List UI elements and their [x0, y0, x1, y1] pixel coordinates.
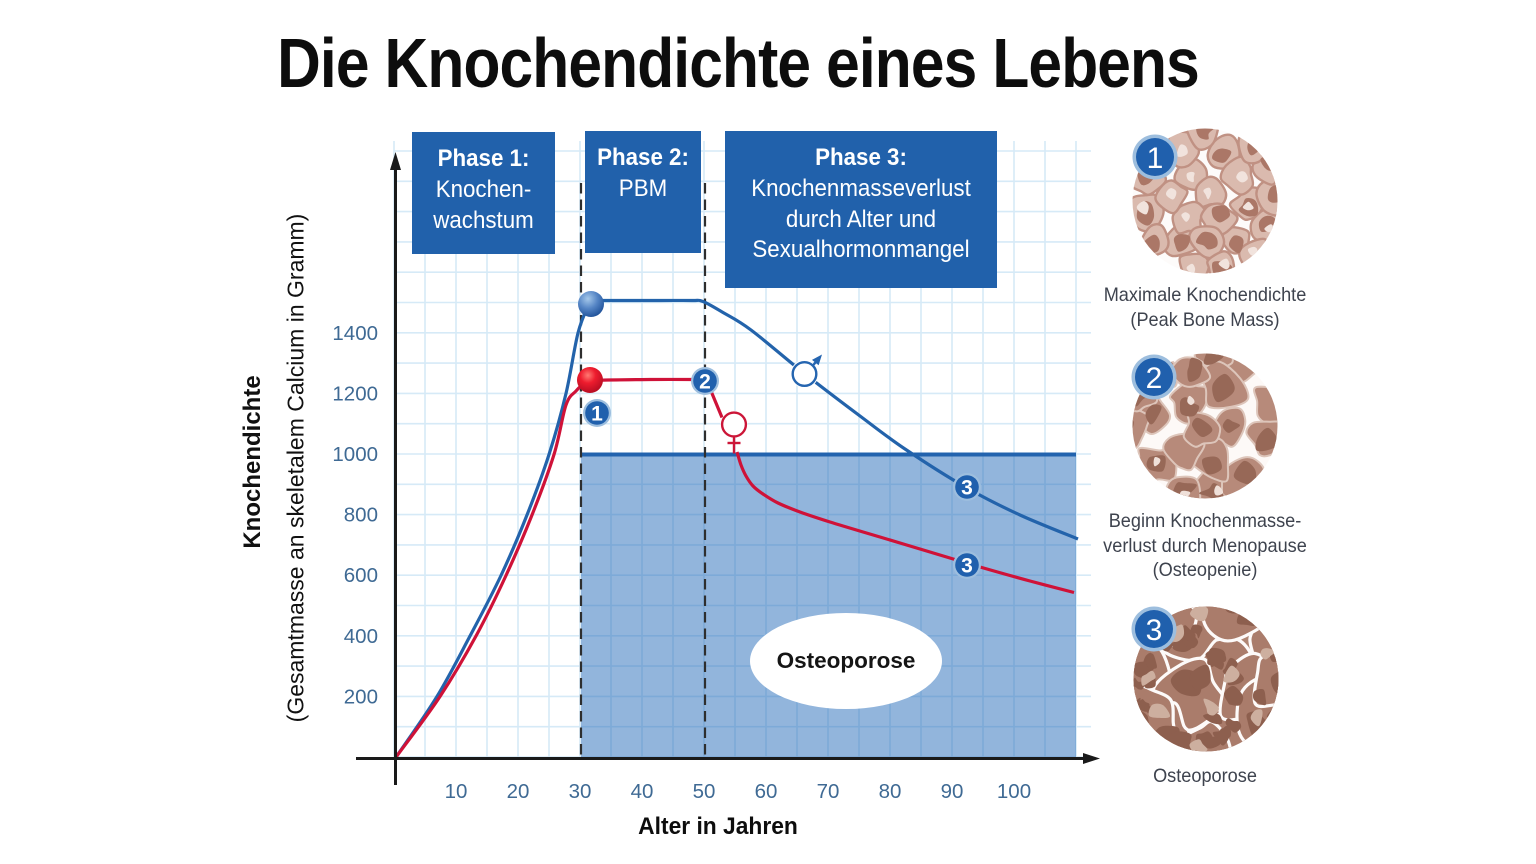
svg-text:2: 2 [699, 371, 711, 394]
svg-text:60: 60 [755, 780, 778, 803]
svg-text:40: 40 [631, 780, 654, 803]
svg-text:600: 600 [344, 564, 378, 587]
svg-text:800: 800 [344, 504, 378, 527]
svg-text:3: 3 [961, 555, 973, 578]
svg-text:2: 2 [1146, 362, 1163, 395]
svg-text:90: 90 [941, 780, 964, 803]
svg-text:80: 80 [879, 780, 902, 803]
svg-text:1400: 1400 [332, 322, 378, 345]
svg-text:20: 20 [507, 780, 530, 803]
svg-text:Osteoporose: Osteoporose [777, 648, 916, 673]
svg-text:50: 50 [693, 780, 716, 803]
svg-text:3: 3 [1146, 614, 1163, 647]
svg-text:30: 30 [569, 780, 592, 803]
svg-text:1: 1 [1147, 142, 1164, 175]
svg-text:1: 1 [591, 403, 603, 426]
svg-text:1200: 1200 [332, 382, 378, 405]
svg-text:100: 100 [997, 780, 1031, 803]
svg-text:70: 70 [817, 780, 840, 803]
svg-text:10: 10 [445, 780, 468, 803]
svg-text:3: 3 [961, 477, 973, 500]
svg-text:1000: 1000 [332, 443, 378, 466]
svg-text:400: 400 [344, 625, 378, 648]
svg-text:200: 200 [344, 685, 378, 708]
